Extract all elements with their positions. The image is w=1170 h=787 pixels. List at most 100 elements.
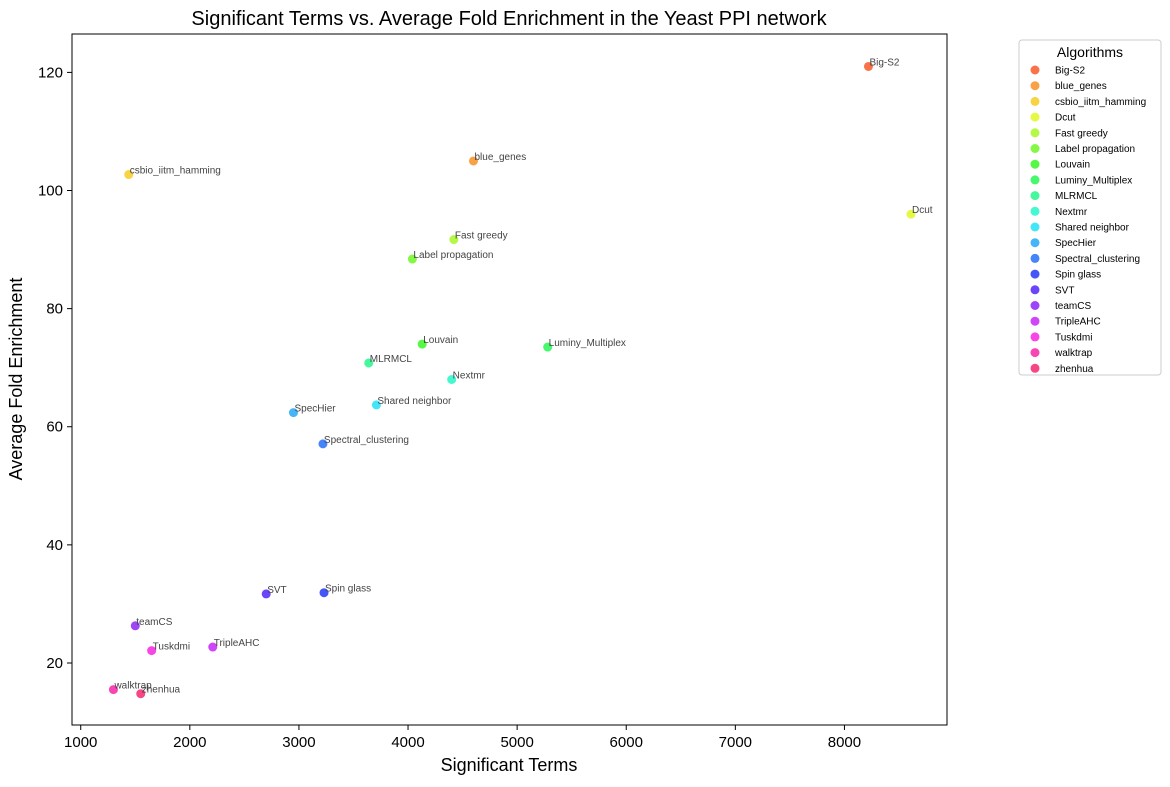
- data-point-label: MLRMCL: [370, 354, 413, 365]
- data-point-label: csbio_iitm_hamming: [130, 166, 221, 177]
- data-point: [407, 254, 417, 264]
- y-tick-label: 40: [46, 537, 63, 554]
- data-point-label: Tuskdmi: [153, 642, 190, 653]
- legend-frame: [1018, 39, 1162, 376]
- y-tick-label: 100: [38, 183, 63, 200]
- legend-entry-label: Spin glass: [1055, 270, 1101, 281]
- data-point-label: Big-S2: [869, 57, 899, 68]
- x-tick-label: 5000: [500, 734, 533, 751]
- data-point-label: Luminy_Multiplex: [549, 338, 626, 349]
- legend-entry-label: Louvain: [1055, 160, 1090, 171]
- legend-marker: [1030, 206, 1040, 216]
- legend-title: Algorithms: [1057, 44, 1123, 60]
- data-point: [447, 375, 457, 384]
- data-point: [108, 685, 118, 695]
- data-point: [319, 588, 329, 598]
- data-point: [468, 156, 478, 166]
- legend-marker: [1030, 191, 1040, 201]
- legend-entry-label: SVT: [1055, 285, 1074, 296]
- data-point: [136, 689, 146, 699]
- y-tick-label: 120: [38, 64, 63, 81]
- legend-entry-label: zhenhua: [1055, 364, 1094, 375]
- legend-items: Big-S2 blue_genes csbio_iitm_hamming Dcut Fa…: [1030, 65, 1146, 375]
- x-axis-label: Significant Terms: [441, 755, 578, 775]
- data-point: [288, 408, 298, 418]
- legend-marker: [1030, 269, 1040, 279]
- legend-marker: [1030, 175, 1040, 185]
- legend-marker: [1030, 301, 1040, 310]
- legend-entry-label: walktrap: [1054, 348, 1093, 359]
- data-point-labels: Big-S2 blue_genes csbio_iitm_hamming Dcut Fa…: [113, 57, 932, 695]
- legend-marker: [1030, 348, 1040, 358]
- x-tick-label: 4000: [391, 734, 424, 751]
- legend-entry-label: Tuskdmi: [1055, 332, 1092, 343]
- legend-marker: [1030, 96, 1040, 106]
- legend-marker: [1030, 316, 1040, 326]
- legend-marker: [1030, 253, 1040, 263]
- data-point-label: teamCS: [136, 617, 172, 628]
- legend-marker: [1030, 112, 1040, 122]
- data-point: [318, 439, 328, 449]
- legend-entry-label: MLRMCL: [1055, 191, 1098, 202]
- data-point-label: Shared neighbor: [377, 396, 452, 407]
- x-tick-label: 6000: [610, 734, 643, 751]
- data-point-label: Spectral_clustering: [324, 435, 409, 446]
- y-tick-label: 80: [46, 301, 63, 318]
- data-point: [261, 589, 271, 599]
- chart-title: Significant Terms vs. Average Fold Enric…: [191, 8, 827, 30]
- legend-entry-label: blue_genes: [1055, 81, 1107, 92]
- data-point: [147, 646, 157, 656]
- legend-marker: [1030, 222, 1040, 232]
- legend-entry-label: Big-S2: [1055, 66, 1085, 77]
- data-point-label: Dcut: [912, 205, 933, 216]
- x-tick-label: 8000: [828, 734, 861, 751]
- legend-entry-label: Dcut: [1055, 113, 1076, 124]
- legend-marker: [1030, 81, 1040, 91]
- x-tick-label: 7000: [719, 734, 752, 751]
- legend-marker: [1030, 128, 1040, 138]
- y-tick-label: 60: [46, 419, 63, 436]
- legend-marker: [1030, 332, 1040, 342]
- data-point-label: Nextmr: [453, 371, 486, 382]
- data-point: [449, 235, 459, 245]
- legend-marker: [1030, 144, 1040, 153]
- y-axis-label: Average Fold Enrichment: [6, 278, 26, 481]
- data-point-label: walktrap: [113, 681, 152, 692]
- data-point: [543, 342, 553, 352]
- x-axis: 1000 2000 3000 4000 5000 6000 7000 8000: [64, 725, 861, 751]
- legend-entry-label: Spectral_clustering: [1055, 254, 1140, 265]
- data-point-label: Fast greedy: [455, 231, 508, 242]
- x-tick-label: 2000: [173, 734, 206, 751]
- legend-entry-label: SpecHier: [1055, 238, 1097, 249]
- data-point-label: blue_genes: [474, 152, 526, 163]
- data-point-label: Spin glass: [325, 584, 371, 595]
- legend-marker: [1030, 285, 1040, 295]
- x-tick-label: 1000: [64, 734, 97, 751]
- legend: Algorithms Big-S2 blue_genes csbio_iitm_ha…: [1018, 39, 1162, 376]
- data-point: [364, 358, 374, 368]
- y-axis: 20 40 60 80 100 120: [38, 64, 72, 672]
- x-tick-label: 3000: [282, 734, 315, 751]
- legend-entry-label: Label propagation: [1055, 144, 1135, 155]
- legend-entry-label: Nextmr: [1055, 207, 1088, 218]
- legend-entry-label: csbio_iitm_hamming: [1055, 97, 1146, 108]
- data-point-label: zhenhua: [142, 685, 181, 696]
- legend-entry-label: Fast greedy: [1055, 128, 1108, 139]
- legend-marker: [1030, 363, 1040, 373]
- data-point-label: Label propagation: [413, 250, 493, 261]
- legend-entry-label: TripleAHC: [1055, 317, 1101, 328]
- legend-entry-label: Luminy_Multiplex: [1055, 175, 1132, 186]
- legend-marker: [1030, 238, 1040, 248]
- plot-area-frame: [71, 33, 948, 726]
- data-point-label: Louvain: [423, 335, 458, 346]
- legend-entry-label: teamCS: [1055, 301, 1091, 312]
- data-point: [906, 209, 916, 219]
- data-points: [108, 61, 916, 699]
- data-point: [124, 170, 134, 180]
- legend-marker: [1030, 159, 1040, 169]
- data-point-label: SpecHier: [294, 404, 336, 415]
- data-point: [208, 642, 218, 652]
- data-point: [130, 621, 140, 631]
- data-point: [371, 400, 381, 410]
